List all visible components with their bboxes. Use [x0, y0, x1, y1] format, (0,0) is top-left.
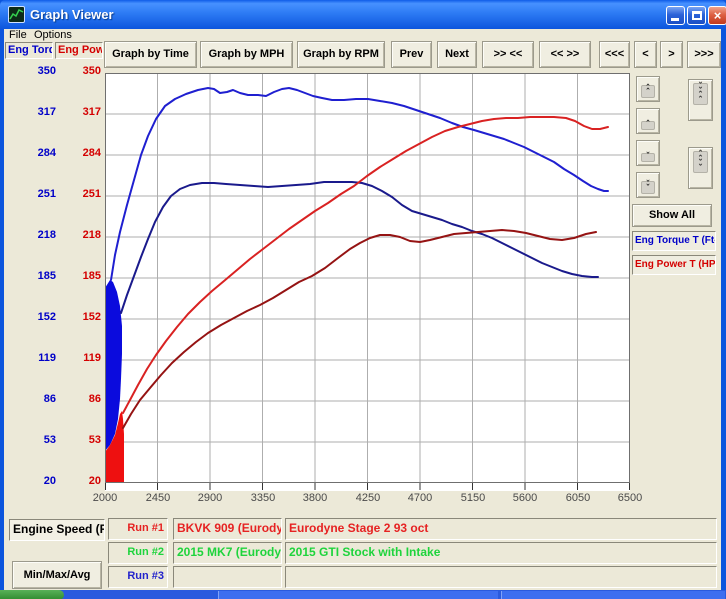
y-zoom-in-button[interactable]: ˇ ˇ ˆ ˆ: [688, 79, 713, 121]
client-area: File Options Eng Torqu Eng Powe Graph by…: [4, 29, 721, 590]
double-chevron-up-icon: ˆ ˆ: [640, 84, 656, 98]
y-tick: 251: [82, 188, 101, 200]
app-icon: [8, 6, 25, 23]
graph-by-mph-button[interactable]: Graph by MPH: [200, 41, 293, 68]
y-tick: 86: [43, 393, 56, 405]
x-tick: 3800: [302, 492, 328, 504]
scroll-right-button[interactable]: >: [660, 41, 683, 68]
run2-name-field[interactable]: 2015 MK7 (Eurodyne, E: [173, 542, 282, 564]
y-scroll-down-fast-button[interactable]: ˇ ˇ: [636, 172, 660, 198]
double-chevron-down-icon: ˇ ˇ: [640, 180, 656, 194]
min-max-avg-button[interactable]: Min/Max/Avg: [12, 561, 102, 589]
grid-lines: [106, 74, 629, 482]
y-tick: 251: [37, 188, 56, 200]
legend-torque: Eng Torque T (Ft-l: [632, 231, 716, 251]
y-tick: 350: [37, 65, 56, 77]
y-tick: 20: [88, 475, 101, 487]
graph-by-time-button[interactable]: Graph by Time: [104, 41, 197, 68]
graph-by-rpm-button[interactable]: Graph by RPM: [297, 41, 385, 68]
x-tick: 4700: [407, 492, 433, 504]
y-tick: 185: [37, 270, 56, 282]
power-start-fill: [105, 411, 124, 483]
x-tick: 6050: [565, 492, 591, 504]
y-tick: 53: [88, 434, 101, 446]
x-tick: 4250: [355, 492, 381, 504]
y-tick: 185: [82, 270, 101, 282]
y-tick: 350: [82, 65, 101, 77]
y-tick: 152: [82, 311, 101, 323]
scroll-far-right-button[interactable]: >>>: [687, 41, 721, 68]
dyno-chart: [105, 73, 630, 491]
power-curve-run2: [122, 229, 597, 429]
y-tick: 317: [82, 106, 101, 118]
run3-desc-field[interactable]: [285, 566, 717, 588]
run1-label: Run #1: [108, 518, 168, 540]
x-axis-title-field[interactable]: Engine Speed (RPI: [9, 519, 105, 541]
run2-label: Run #2: [108, 542, 168, 564]
run3-label: Run #3: [108, 566, 168, 588]
maximize-icon: [692, 11, 702, 20]
y-zoom-out-button[interactable]: ˆ ˆ ˇ ˇ: [688, 147, 713, 189]
next-button[interactable]: Next: [437, 41, 477, 68]
zoom-in-x-button[interactable]: >> <<: [482, 41, 534, 68]
minimize-icon: [671, 18, 679, 21]
start-button[interactable]: [0, 590, 64, 599]
torque-axis-header: Eng Torqu: [5, 42, 53, 59]
y-tick: 86: [88, 393, 101, 405]
run1-desc-field[interactable]: Eurodyne Stage 2 93 oct: [285, 518, 717, 540]
zoom-out-x-button[interactable]: << >>: [539, 41, 591, 68]
chevrons-outward-icon: ˆ ˆ ˇ ˇ: [693, 151, 708, 173]
y-tick: 53: [43, 434, 56, 446]
y-tick: 119: [38, 352, 56, 364]
x-tick: 5600: [512, 492, 538, 504]
y-tick: 317: [37, 106, 56, 118]
torque-curve-run2: [120, 181, 599, 314]
power-axis-header: Eng Powe: [55, 42, 103, 59]
menu-options[interactable]: Options: [34, 29, 72, 41]
show-all-button[interactable]: Show All: [632, 204, 712, 227]
legend-power: Eng Power T (HP): [632, 255, 716, 275]
taskbar-window-button[interactable]: [501, 591, 725, 599]
x-tick: 2900: [197, 492, 223, 504]
minimize-button[interactable]: [666, 6, 685, 25]
y-tick: 152: [37, 311, 56, 323]
x-tick: 3350: [250, 492, 276, 504]
y-tick: 119: [83, 352, 101, 364]
scroll-left-button[interactable]: <: [634, 41, 657, 68]
maximize-button[interactable]: [687, 6, 706, 25]
x-axis-ticks: [105, 483, 630, 490]
y-tick: 218: [37, 229, 56, 241]
x-tick: 2450: [145, 492, 171, 504]
x-tick: 2000: [92, 492, 118, 504]
chevron-down-icon: ˇ: [640, 153, 656, 162]
prev-button[interactable]: Prev: [391, 41, 432, 68]
run1-name-field[interactable]: BKVK 909 (Eurodyne, I: [173, 518, 282, 540]
run2-desc-field[interactable]: 2015 GTI Stock with Intake: [285, 542, 717, 564]
y-scroll-up-fast-button[interactable]: ˆ ˆ: [636, 76, 660, 102]
menu-file[interactable]: File: [9, 29, 27, 41]
torque-curve-run1: [110, 87, 609, 281]
title-bar[interactable]: Graph Viewer ×: [0, 0, 726, 29]
chevron-up-icon: ˆ: [640, 121, 656, 130]
power-curve-run1: [122, 116, 609, 414]
torque-start-fill: [105, 280, 122, 451]
chevrons-inward-icon: ˇ ˇ ˆ ˆ: [693, 83, 708, 105]
y-scroll-up-button[interactable]: ˆ: [636, 108, 660, 134]
taskbar-window-button[interactable]: [218, 591, 498, 599]
run3-name-field[interactable]: [173, 566, 282, 588]
y-scroll-down-button[interactable]: ˇ: [636, 140, 660, 166]
x-tick: 6500: [617, 492, 643, 504]
scroll-far-left-button[interactable]: <<<: [599, 41, 630, 68]
close-button[interactable]: ×: [708, 6, 726, 25]
y-tick: 284: [82, 147, 101, 159]
window-title: Graph Viewer: [30, 7, 114, 22]
y-tick: 20: [43, 475, 56, 487]
x-tick: 5150: [460, 492, 486, 504]
menu-bar: File Options: [4, 29, 721, 42]
y-tick: 284: [37, 147, 56, 159]
plot-border: [105, 73, 630, 483]
y-tick: 218: [82, 229, 101, 241]
taskbar: [0, 590, 726, 599]
